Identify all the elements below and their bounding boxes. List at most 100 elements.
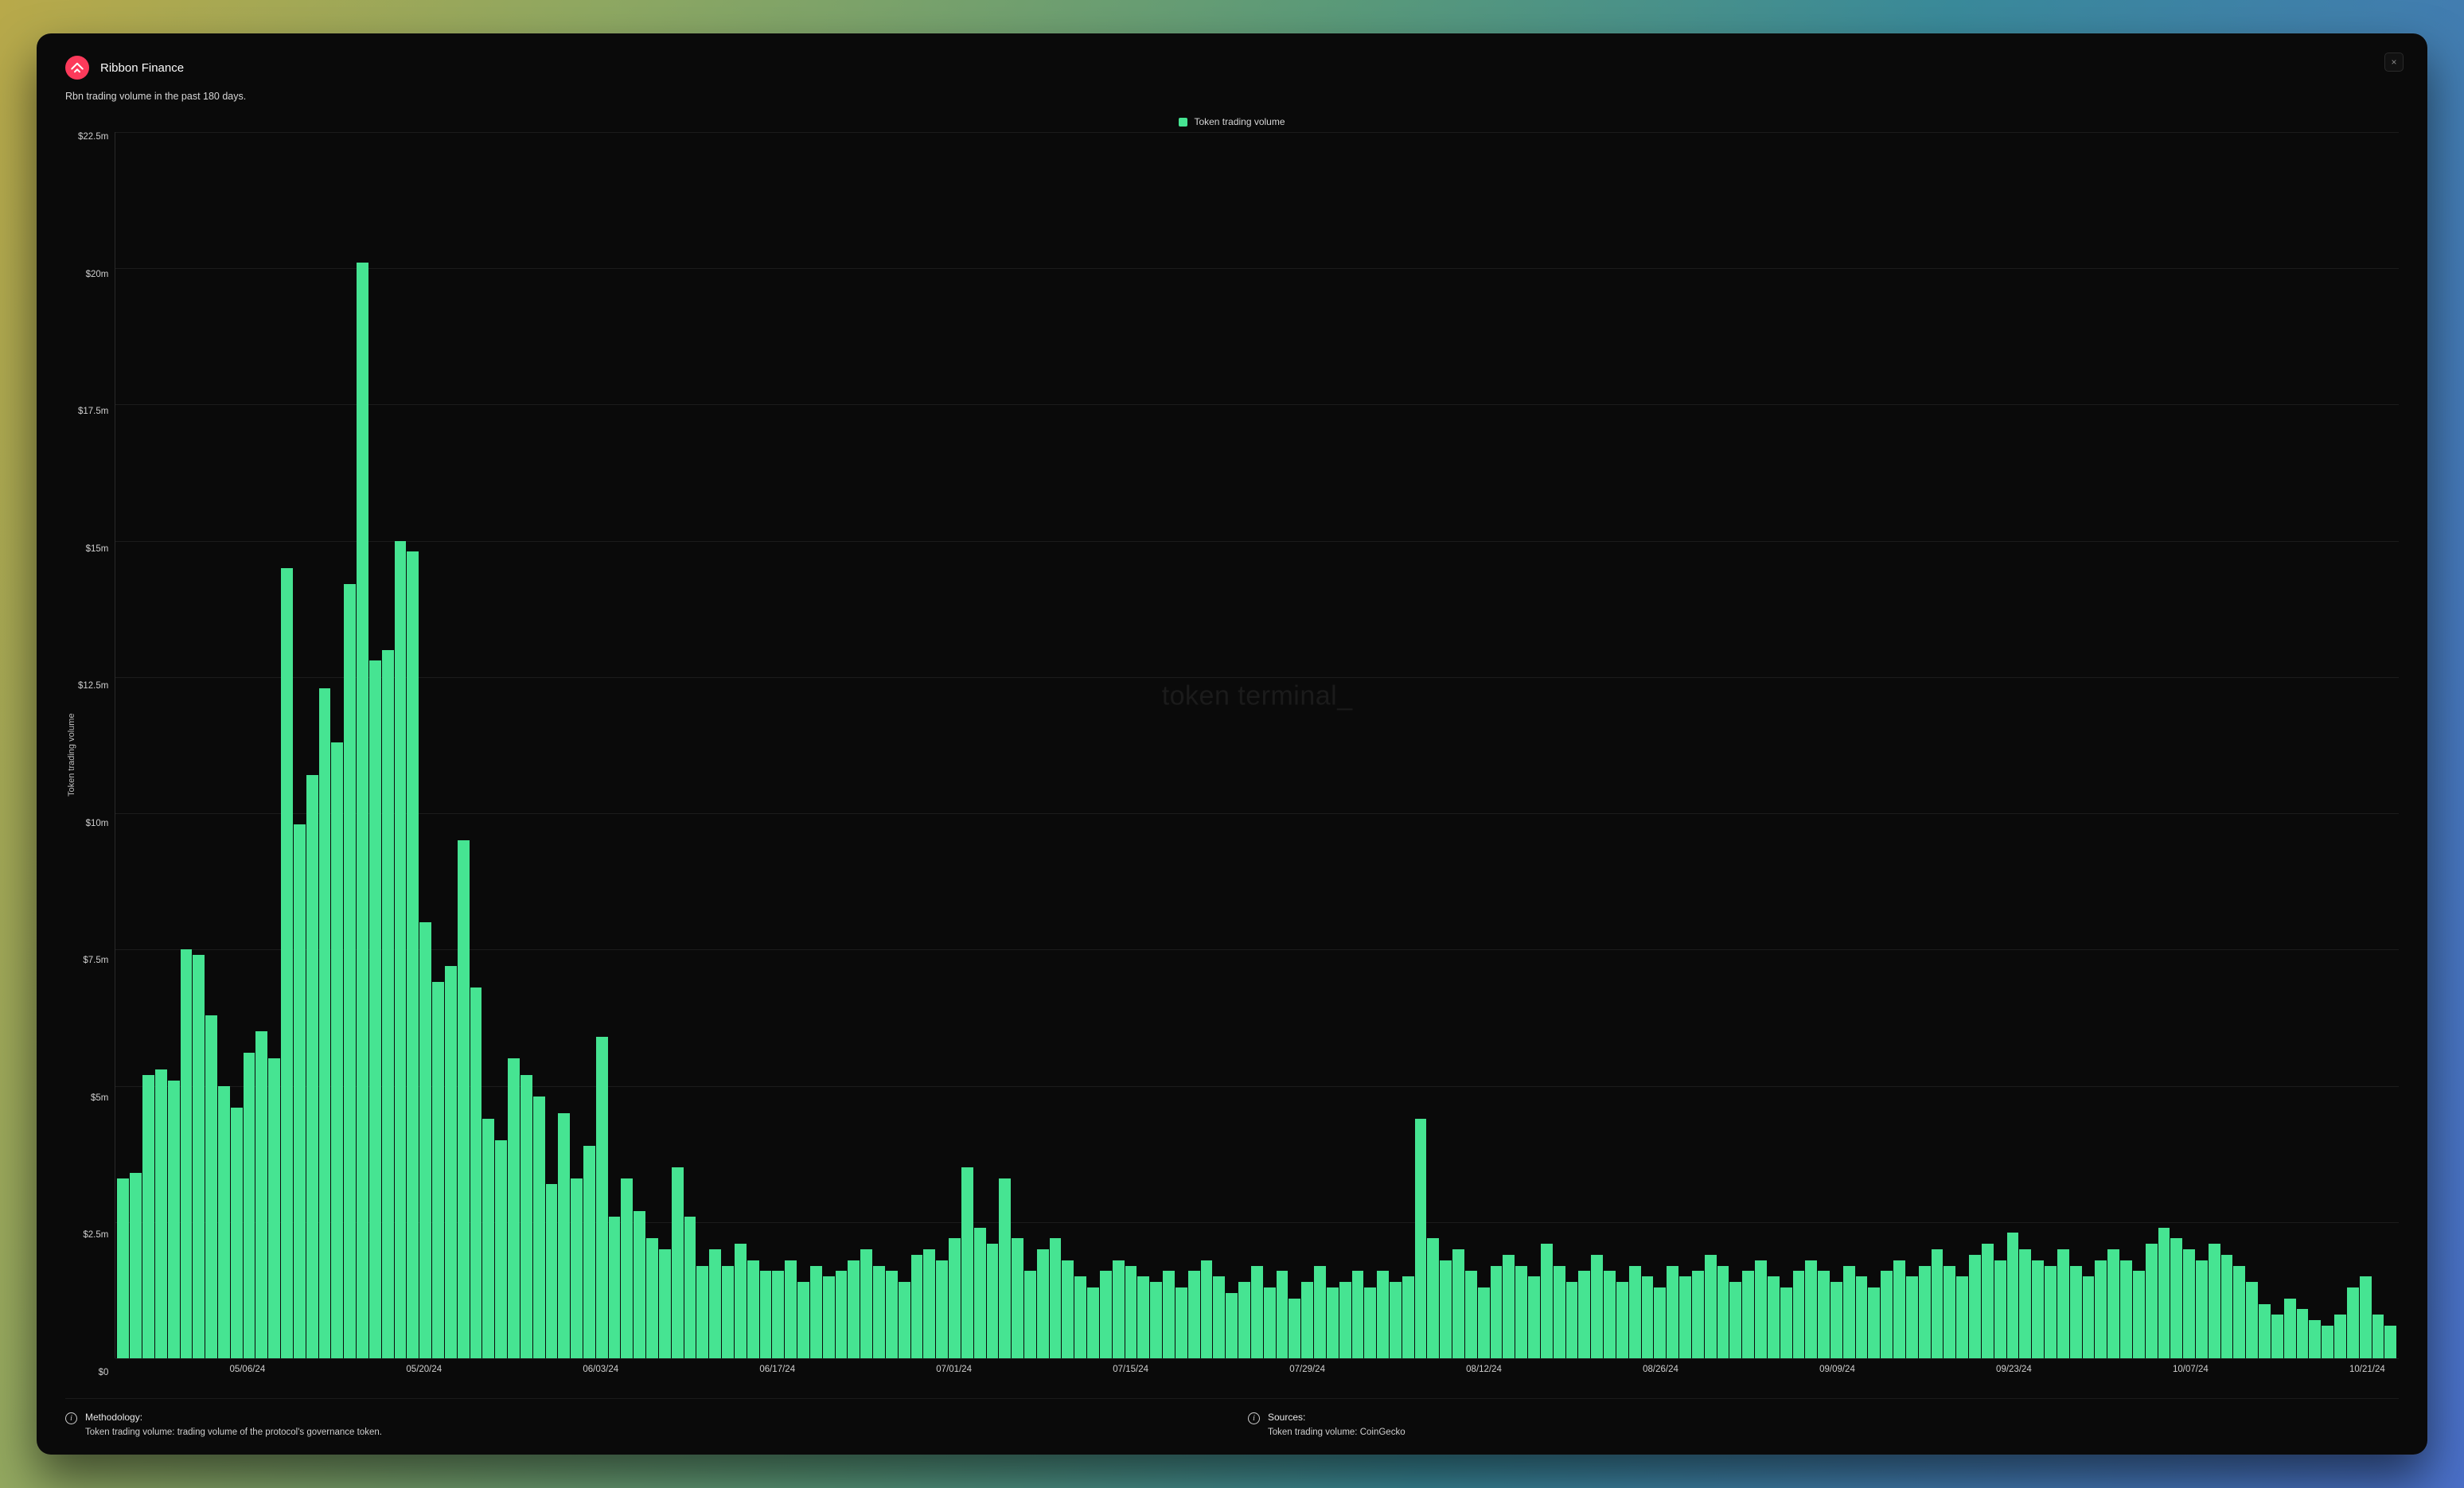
bar[interactable] bbox=[936, 1260, 948, 1358]
bar[interactable] bbox=[1137, 1276, 1149, 1358]
bar[interactable] bbox=[1616, 1282, 1628, 1358]
bar[interactable] bbox=[2095, 1260, 2107, 1358]
bar[interactable] bbox=[117, 1178, 129, 1358]
bar[interactable] bbox=[395, 541, 407, 1358]
bar[interactable] bbox=[760, 1271, 772, 1358]
bar[interactable] bbox=[205, 1015, 217, 1358]
bar[interactable] bbox=[1415, 1119, 1427, 1358]
bar[interactable] bbox=[659, 1249, 671, 1358]
bar[interactable] bbox=[1692, 1271, 1704, 1358]
bar[interactable] bbox=[810, 1266, 822, 1358]
bar[interactable] bbox=[294, 824, 306, 1358]
bar[interactable] bbox=[2196, 1260, 2208, 1358]
bar[interactable] bbox=[168, 1081, 180, 1358]
bar[interactable] bbox=[1755, 1260, 1767, 1358]
bar[interactable] bbox=[823, 1276, 835, 1358]
bar[interactable] bbox=[583, 1146, 595, 1358]
bar[interactable] bbox=[1427, 1238, 1439, 1358]
bar[interactable] bbox=[2221, 1255, 2233, 1358]
bar[interactable] bbox=[1843, 1266, 1855, 1358]
bar[interactable] bbox=[344, 584, 356, 1358]
bar[interactable] bbox=[1478, 1287, 1490, 1358]
bar[interactable] bbox=[1768, 1276, 1780, 1358]
bar[interactable] bbox=[2322, 1326, 2333, 1358]
bar[interactable] bbox=[987, 1244, 999, 1358]
bar[interactable] bbox=[1277, 1271, 1289, 1358]
bar[interactable] bbox=[2183, 1249, 2195, 1358]
bar[interactable] bbox=[1830, 1282, 1842, 1358]
bar[interactable] bbox=[1402, 1276, 1414, 1358]
bar[interactable] bbox=[1868, 1287, 1880, 1358]
bar[interactable] bbox=[836, 1271, 848, 1358]
bar[interactable] bbox=[1125, 1266, 1137, 1358]
bar[interactable] bbox=[1150, 1282, 1162, 1358]
bar[interactable] bbox=[747, 1260, 759, 1358]
bar[interactable] bbox=[722, 1266, 734, 1358]
bar[interactable] bbox=[1465, 1271, 1477, 1358]
bar[interactable] bbox=[470, 987, 482, 1358]
bar[interactable] bbox=[646, 1238, 658, 1358]
bar[interactable] bbox=[1642, 1276, 1654, 1358]
bar[interactable] bbox=[369, 660, 381, 1358]
close-button[interactable]: × bbox=[2384, 53, 2404, 72]
bar[interactable] bbox=[482, 1119, 494, 1358]
bar[interactable] bbox=[407, 551, 419, 1358]
bar[interactable] bbox=[1679, 1276, 1691, 1358]
bar[interactable] bbox=[1163, 1271, 1175, 1358]
bar[interactable] bbox=[2070, 1266, 2082, 1358]
bar[interactable] bbox=[709, 1249, 721, 1358]
bar[interactable] bbox=[382, 650, 394, 1358]
bar[interactable] bbox=[231, 1108, 243, 1358]
bar[interactable] bbox=[2007, 1233, 2019, 1358]
bar[interactable] bbox=[1881, 1271, 1893, 1358]
bar[interactable] bbox=[2372, 1315, 2384, 1358]
bar[interactable] bbox=[2083, 1276, 2095, 1358]
bar[interactable] bbox=[1074, 1276, 1086, 1358]
bar[interactable] bbox=[2170, 1238, 2182, 1358]
bar[interactable] bbox=[873, 1266, 885, 1358]
bar[interactable] bbox=[244, 1053, 255, 1358]
bar[interactable] bbox=[558, 1113, 570, 1358]
bar[interactable] bbox=[2209, 1244, 2220, 1358]
bar[interactable] bbox=[218, 1086, 230, 1358]
bar[interactable] bbox=[1314, 1266, 1326, 1358]
bar[interactable] bbox=[684, 1217, 696, 1358]
bar[interactable] bbox=[1566, 1282, 1578, 1358]
bar[interactable] bbox=[445, 966, 457, 1358]
bar[interactable] bbox=[1969, 1255, 1981, 1358]
bar[interactable] bbox=[2057, 1249, 2069, 1358]
bar[interactable] bbox=[1251, 1266, 1263, 1358]
bar[interactable] bbox=[155, 1069, 167, 1358]
bar[interactable] bbox=[886, 1271, 898, 1358]
bar[interactable] bbox=[495, 1140, 507, 1358]
bar[interactable] bbox=[2384, 1326, 2396, 1358]
bar[interactable] bbox=[1541, 1244, 1553, 1358]
bar[interactable] bbox=[2146, 1244, 2158, 1358]
bar[interactable] bbox=[672, 1167, 684, 1358]
bar[interactable] bbox=[1906, 1276, 1918, 1358]
bar[interactable] bbox=[2158, 1228, 2170, 1358]
bar[interactable] bbox=[2019, 1249, 2031, 1358]
bar[interactable] bbox=[181, 949, 193, 1358]
bar[interactable] bbox=[1742, 1271, 1754, 1358]
bar[interactable] bbox=[2334, 1315, 2346, 1358]
bar[interactable] bbox=[306, 775, 318, 1358]
bar[interactable] bbox=[571, 1178, 583, 1358]
bar[interactable] bbox=[2045, 1266, 2057, 1358]
bar[interactable] bbox=[596, 1037, 608, 1358]
bar[interactable] bbox=[1994, 1260, 2006, 1358]
bar[interactable] bbox=[1578, 1271, 1590, 1358]
bar[interactable] bbox=[1856, 1276, 1868, 1358]
bar[interactable] bbox=[1377, 1271, 1389, 1358]
bar[interactable] bbox=[1087, 1287, 1099, 1358]
bar[interactable] bbox=[130, 1173, 142, 1358]
bar[interactable] bbox=[142, 1075, 154, 1358]
bar[interactable] bbox=[2347, 1287, 2359, 1358]
bar[interactable] bbox=[1201, 1260, 1213, 1358]
bar[interactable] bbox=[961, 1167, 973, 1358]
bar[interactable] bbox=[458, 840, 470, 1358]
bar[interactable] bbox=[2107, 1249, 2119, 1358]
bar[interactable] bbox=[735, 1244, 747, 1358]
bar[interactable] bbox=[357, 263, 368, 1358]
bar[interactable] bbox=[2120, 1260, 2132, 1358]
